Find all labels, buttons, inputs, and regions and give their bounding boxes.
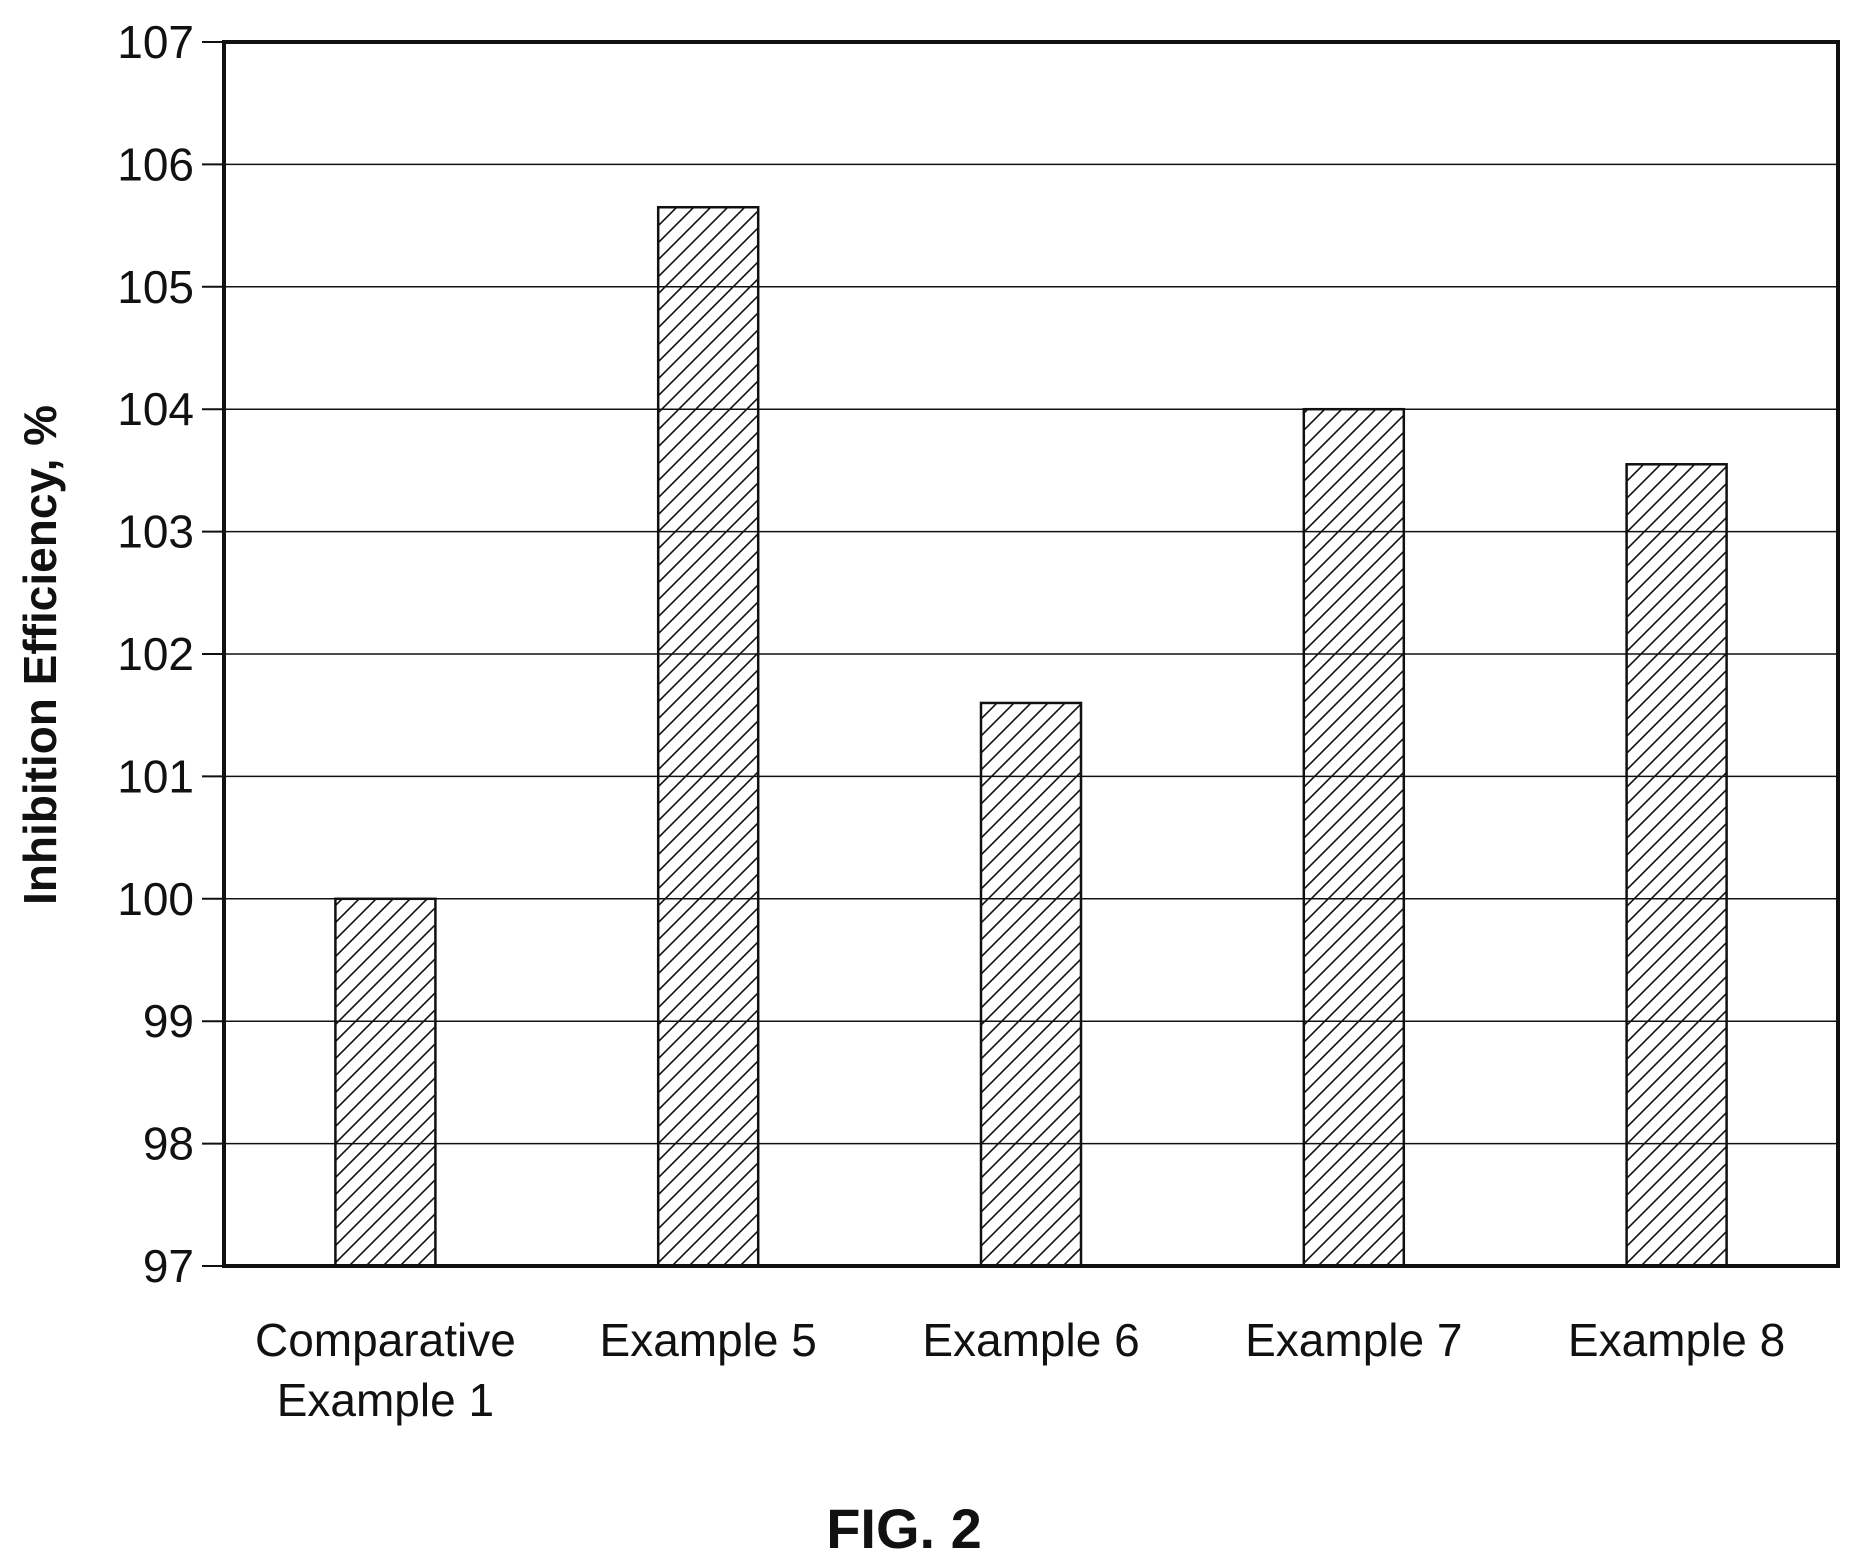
y-tick-label: 107 [117, 16, 194, 68]
gridlines [224, 163, 1838, 1145]
category-label: Example 1 [277, 1374, 494, 1426]
y-tick-label: 98 [143, 1118, 194, 1170]
y-tick-label: 101 [117, 750, 194, 802]
bars [334, 205, 1728, 1268]
y-tick-label: 102 [117, 628, 194, 680]
y-tick-label: 105 [117, 261, 194, 313]
y-axis-title: Inhibition Efficiency, % [14, 405, 66, 905]
bar [334, 897, 437, 1268]
bar [979, 701, 1083, 1268]
y-tick-label: 103 [117, 506, 194, 558]
category-label: Example 8 [1568, 1314, 1785, 1366]
y-tick-label: 99 [143, 995, 194, 1047]
y-tick-label: 100 [117, 873, 194, 925]
category-label: Example 6 [922, 1314, 1139, 1366]
bar [656, 205, 760, 1268]
category-label: Example 7 [1245, 1314, 1462, 1366]
bar [1302, 407, 1406, 1268]
y-tick-labels: 97 98 99 100 101 102 103 104 105 106 107 [117, 16, 194, 1292]
category-labels: Comparative Example 1 Example 5 Example 6 Ex… [255, 1314, 1785, 1426]
y-tick-label: 106 [117, 138, 194, 190]
figure-caption: FIG. 2 [826, 1497, 982, 1560]
y-tick-label: 104 [117, 383, 194, 435]
plot-frame [222, 40, 1840, 1268]
y-tick-label: 97 [143, 1240, 194, 1292]
category-label: Example 5 [600, 1314, 817, 1366]
axes [202, 40, 1840, 1268]
bar [1625, 463, 1728, 1268]
category-label: Comparative [255, 1314, 516, 1366]
